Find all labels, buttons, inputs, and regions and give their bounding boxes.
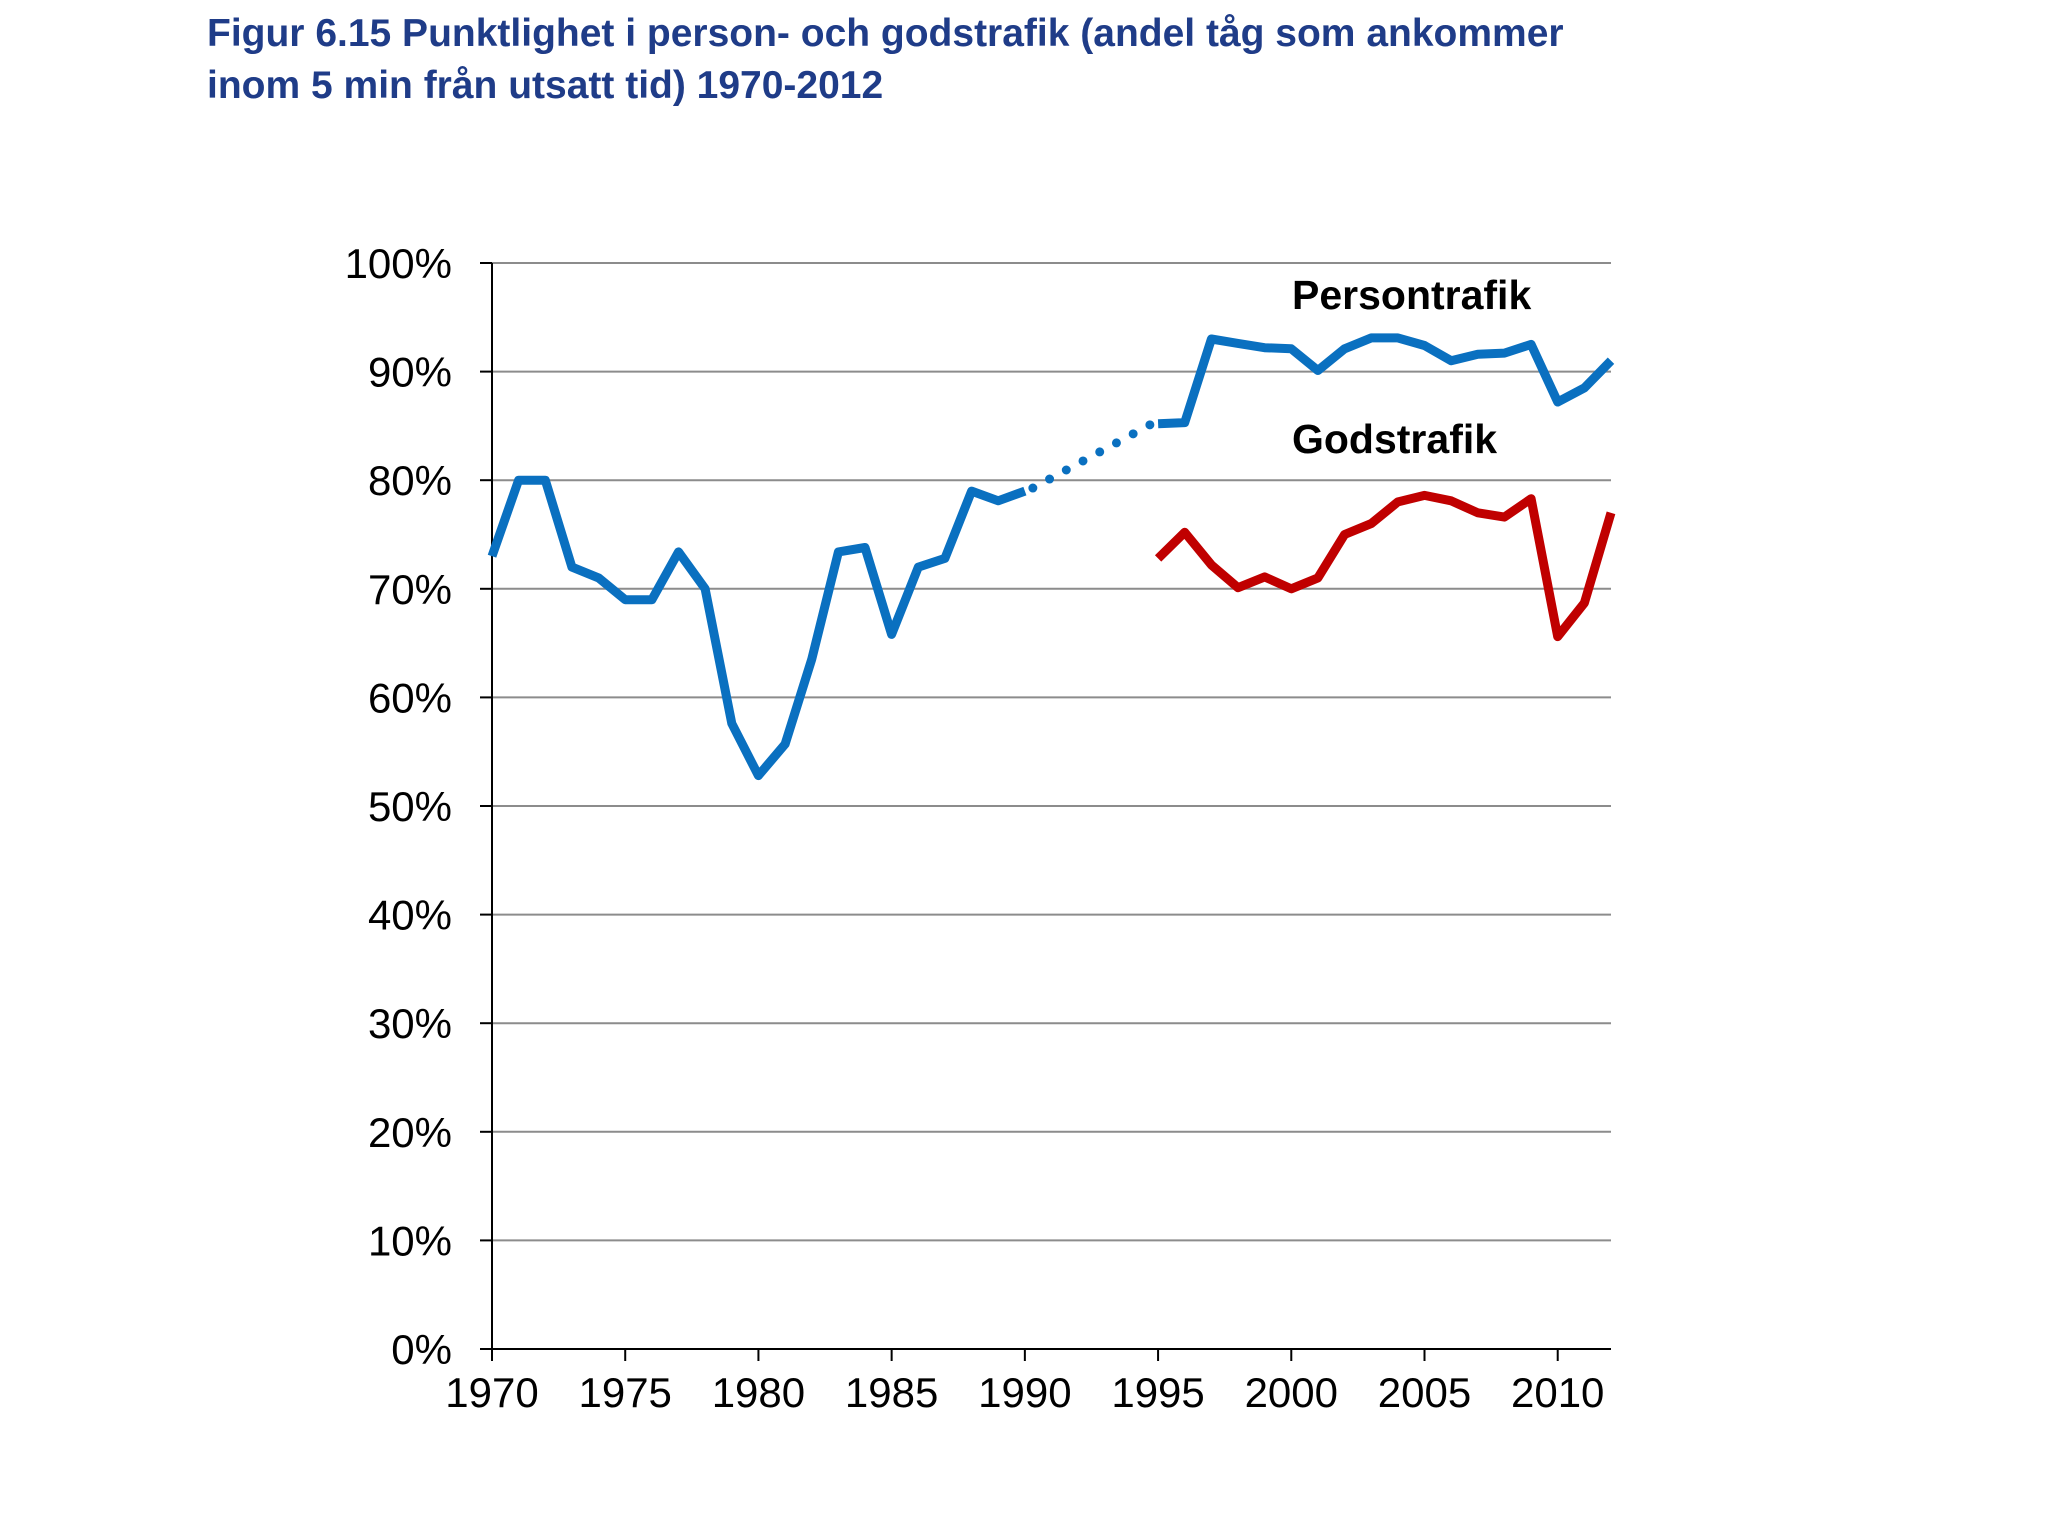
x-tick-label: 1970	[445, 1369, 538, 1416]
y-tick-label: 90%	[368, 349, 452, 396]
tick-labels: 0% 10% 20% 30% 40% 50% 60% 70% 80% 90% 100% 1970 197…	[345, 240, 1605, 1416]
series-label-persontrafik: Persontrafik	[1292, 272, 1531, 318]
x-tick-label: 2000	[1245, 1369, 1338, 1416]
chart-title-line-2: inom 5 min från utsatt tid) 1970-2012	[207, 64, 884, 107]
x-tick-label: 2010	[1511, 1369, 1604, 1416]
series-label-godstrafik: Godstrafik	[1292, 416, 1497, 462]
y-tick-label: 60%	[368, 674, 452, 721]
y-tick-label: 50%	[368, 783, 452, 830]
x-tick-label: 1990	[978, 1369, 1071, 1416]
y-tick-label: 100%	[345, 240, 452, 287]
chart-title-line-1: Figur 6.15 Punktlighet i person- och god…	[207, 12, 1564, 55]
x-tick-label: 1980	[712, 1369, 805, 1416]
x-tick-label: 1985	[845, 1369, 938, 1416]
grid-lines	[492, 262, 1611, 1242]
x-tick-label: 1975	[578, 1369, 671, 1416]
y-tick-label: 70%	[368, 566, 452, 613]
y-tick-label: 80%	[368, 457, 452, 504]
series-line-persontrafik	[487, 475, 1027, 781]
y-tick-label: 0%	[391, 1326, 452, 1373]
chart-title: Figur 6.15 Punktlighet i person- och god…	[207, 8, 1907, 112]
y-tick-label: 30%	[368, 1000, 452, 1047]
axes	[480, 262, 1611, 1361]
y-tick-label: 20%	[368, 1109, 452, 1156]
series-lines	[487, 333, 1616, 781]
y-tick-label: 10%	[368, 1217, 452, 1264]
x-tick-label: 1995	[1111, 1369, 1204, 1416]
series-line-persontrafik-dotted	[1028, 420, 1155, 493]
series-line-godstrafik	[1154, 490, 1616, 642]
series-labels: Persontrafik Godstrafik	[1292, 272, 1531, 462]
series-line-persontrafik	[1157, 333, 1615, 429]
y-tick-label: 40%	[368, 892, 452, 939]
x-tick-label: 2005	[1378, 1369, 1471, 1416]
